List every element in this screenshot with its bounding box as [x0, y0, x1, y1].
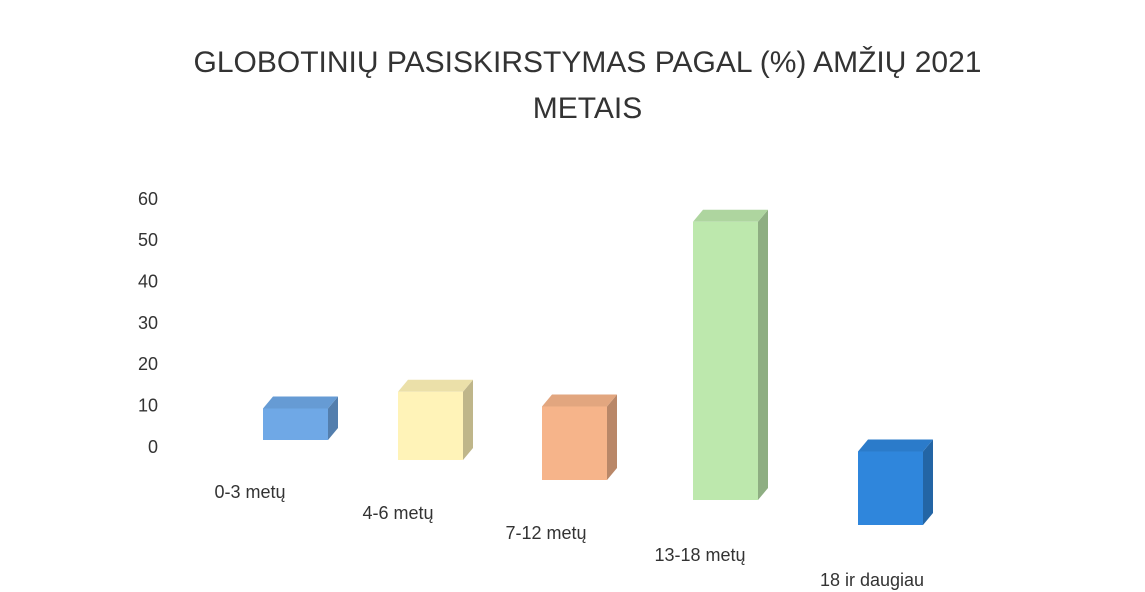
bar-side [607, 394, 617, 480]
x-tick-label: 18 ir daugiau [820, 570, 924, 590]
chart-title: GLOBOTINIŲ PASISKIRSTYMAS PAGAL (%) AMŽI… [193, 46, 982, 125]
bar-top [542, 394, 617, 407]
bar [858, 451, 923, 525]
x-tick-label: 0-3 metų [214, 482, 285, 502]
y-tick-label: 60 [138, 189, 158, 209]
x-tick-label: 4-6 metų [362, 503, 433, 523]
y-tick-label: 50 [138, 230, 158, 250]
bar-side [923, 439, 933, 525]
y-tick-label: 20 [138, 354, 158, 374]
bar-side [758, 209, 768, 500]
bar [542, 406, 607, 480]
bar-top [693, 209, 768, 222]
bar-side [463, 379, 473, 460]
bar-top [263, 396, 338, 409]
x-tick-label: 13-18 metų [654, 545, 745, 565]
bar-top [858, 439, 933, 452]
bar-side [328, 396, 338, 440]
y-tick-label: 10 [138, 395, 158, 415]
x-tick-label: 7-12 metų [505, 523, 586, 543]
bar [398, 391, 463, 460]
y-tick-label: 0 [148, 437, 158, 457]
bar-top [398, 379, 473, 392]
y-tick-label: 40 [138, 271, 158, 291]
y-tick-label: 30 [138, 313, 158, 333]
bar [263, 408, 328, 440]
bar [693, 221, 758, 500]
